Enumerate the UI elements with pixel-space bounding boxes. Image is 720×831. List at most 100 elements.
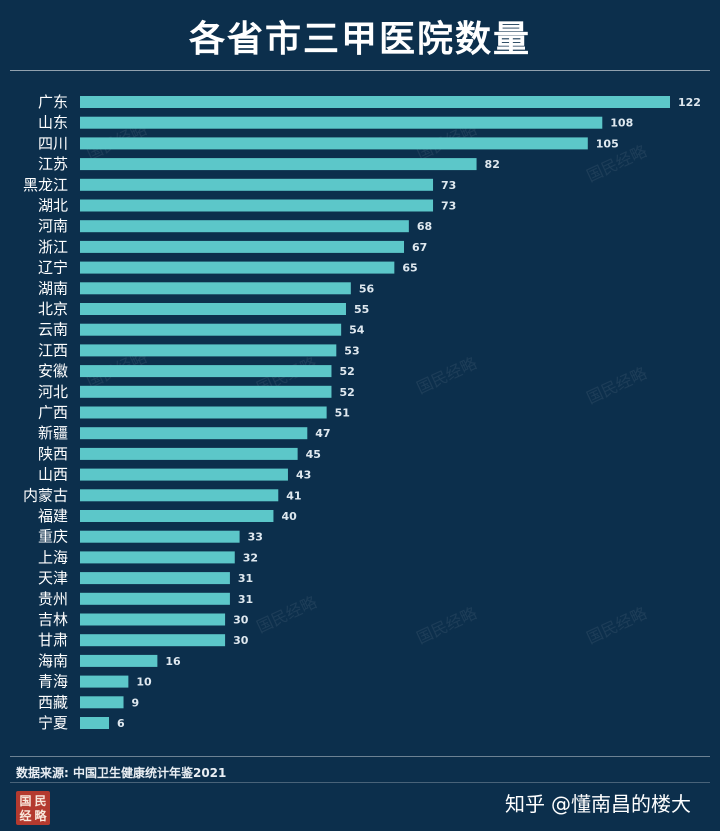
value-label: 31 <box>238 572 253 585</box>
watermark-text: 国民经略 <box>584 363 650 407</box>
bar <box>80 592 230 605</box>
bar <box>80 634 226 647</box>
category-label: 上海 <box>38 548 68 566</box>
bar <box>80 427 308 440</box>
category-label: 云南 <box>38 321 68 339</box>
bar <box>80 447 298 460</box>
value-label: 56 <box>359 282 375 295</box>
bar <box>80 551 235 564</box>
footer-credit: 知乎 @懂南昌的楼大 <box>505 788 710 817</box>
value-label: 9 <box>132 696 140 709</box>
category-label: 山西 <box>38 466 68 484</box>
page-title: 各省市三甲医院数量 <box>188 19 531 60</box>
value-label: 54 <box>349 324 365 337</box>
category-label: 内蒙古 <box>23 486 68 504</box>
bar <box>80 385 332 398</box>
bar <box>80 572 230 585</box>
category-label: 河北 <box>38 383 68 401</box>
bar <box>80 199 434 212</box>
bar-chart: 国民经略国民经略国民经略国民经略国民经略国民经略国民经略国民经略国民经略国民经略… <box>23 93 701 732</box>
value-label: 10 <box>136 676 152 689</box>
category-label: 贵州 <box>38 590 68 608</box>
category-label: 辽宁 <box>38 259 68 277</box>
value-label: 31 <box>238 593 253 606</box>
category-label: 广西 <box>38 404 68 422</box>
bar <box>80 696 124 709</box>
bar <box>80 137 588 150</box>
watermark-text: 国民经略 <box>414 353 480 397</box>
category-label: 北京 <box>38 300 68 318</box>
bar <box>80 489 279 502</box>
value-label: 82 <box>485 158 500 171</box>
bar <box>80 510 274 522</box>
value-label: 105 <box>596 137 619 150</box>
category-label: 湖南 <box>38 279 68 297</box>
seal-char: 国 <box>19 793 32 808</box>
seal-char: 民 <box>34 793 47 808</box>
category-label: 西藏 <box>38 693 68 711</box>
value-label: 52 <box>339 365 354 378</box>
value-label: 47 <box>315 427 330 440</box>
value-label: 108 <box>610 117 633 130</box>
bottom-divider <box>10 782 710 783</box>
value-label: 55 <box>354 303 369 316</box>
title-divider <box>10 70 710 71</box>
bar <box>80 261 395 274</box>
category-label: 山东 <box>38 114 68 132</box>
bar <box>80 96 670 108</box>
watermark-text: 国民经略 <box>584 603 650 647</box>
value-label: 51 <box>335 407 350 420</box>
seal-char: 略 <box>34 808 47 823</box>
category-label: 甘肃 <box>38 631 68 649</box>
bar <box>80 613 226 626</box>
bar <box>80 344 337 357</box>
category-label: 黑龙江 <box>23 176 68 194</box>
bar <box>80 365 332 378</box>
category-label: 宁夏 <box>38 714 68 732</box>
value-label: 67 <box>412 241 427 254</box>
bar <box>80 220 409 233</box>
value-label: 30 <box>233 614 249 627</box>
bar <box>80 717 110 729</box>
category-label: 青海 <box>38 673 68 691</box>
category-label: 陕西 <box>38 445 68 463</box>
category-label: 浙江 <box>38 238 68 256</box>
bar <box>80 178 434 191</box>
category-label: 吉林 <box>38 611 68 629</box>
bar <box>80 282 351 295</box>
value-label: 65 <box>402 262 417 275</box>
category-label: 重庆 <box>38 528 68 546</box>
value-label: 73 <box>441 200 456 213</box>
bar <box>80 468 288 481</box>
category-label: 新疆 <box>38 424 68 442</box>
category-label: 安徽 <box>38 362 68 380</box>
watermark-text: 国民经略 <box>254 592 320 636</box>
category-label: 天津 <box>38 569 68 587</box>
category-label: 江西 <box>38 341 68 359</box>
credit-site: 知乎 <box>505 792 545 816</box>
value-label: 43 <box>296 469 311 482</box>
value-label: 41 <box>286 489 301 502</box>
value-label: 32 <box>243 551 258 564</box>
value-label: 33 <box>248 531 263 544</box>
category-label: 四川 <box>38 134 68 152</box>
watermark-text: 国民经略 <box>414 603 480 647</box>
value-label: 53 <box>344 344 359 357</box>
bar <box>80 240 405 253</box>
category-label: 福建 <box>38 507 68 525</box>
value-label: 6 <box>117 717 125 730</box>
bar <box>80 303 346 315</box>
seal-char: 经 <box>19 808 32 823</box>
footer-divider <box>10 756 710 757</box>
bar <box>80 530 240 543</box>
value-label: 73 <box>441 179 456 192</box>
value-label: 122 <box>678 96 701 109</box>
credit-author: @懂南昌的楼大 <box>551 792 691 816</box>
value-label: 68 <box>417 220 432 233</box>
category-label: 江苏 <box>38 155 68 173</box>
watermark-layer: 国民经略国民经略国民经略国民经略国民经略国民经略国民经略国民经略国民经略国民经略 <box>84 119 650 647</box>
value-label: 40 <box>281 510 297 523</box>
value-label: 30 <box>233 634 249 647</box>
